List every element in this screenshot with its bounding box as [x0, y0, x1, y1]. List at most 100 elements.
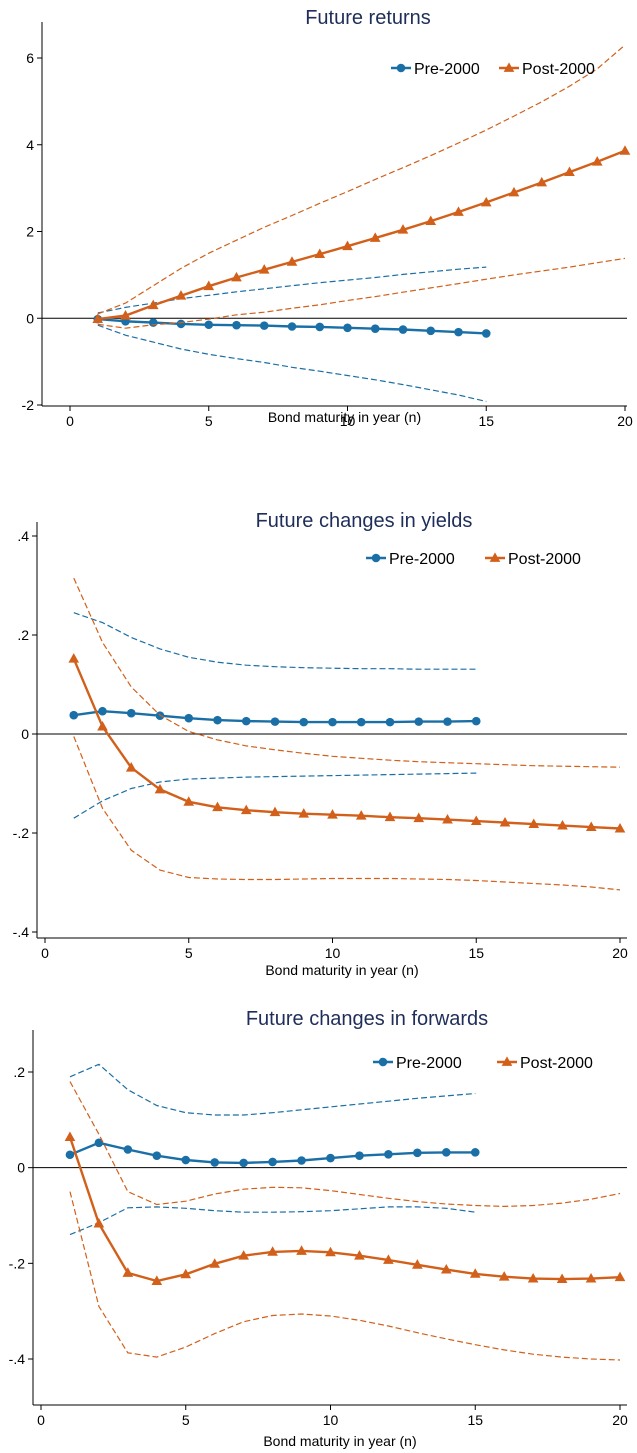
x-axis-label: Bond maturity in year (n) [265, 962, 418, 978]
post-point [557, 819, 568, 830]
post-point [440, 1263, 452, 1274]
pre-point [241, 716, 251, 726]
pre-point [343, 323, 352, 333]
x-tick-label: 20 [612, 1412, 628, 1428]
pre-point [454, 327, 463, 337]
chart-future-returns: Future returns -2 0 2 4 6 0 5 10 15 20 Bond maturit… [22, 7, 633, 429]
pre-point [210, 1158, 219, 1167]
pre-point [328, 717, 337, 727]
post-point [209, 1258, 221, 1268]
chart-future-changes-in-yields: Future changes in yields -.4 -.2 0 .2 .4 0 5 10 1… [13, 510, 628, 978]
y-tick-label: 4 [26, 137, 34, 153]
pre-point [259, 321, 269, 330]
post-point [97, 720, 108, 731]
y-tick-label: 0 [26, 310, 34, 326]
y-tick-label: -.2 [9, 1255, 26, 1271]
post-ci-upper-line [73, 577, 621, 768]
x-axis-label: Bond maturity in year (n) [268, 409, 421, 425]
y-tick-label: -.2 [13, 825, 30, 841]
chart-title: Future returns [305, 7, 431, 29]
legend-pre-label: Pre-2000 [389, 551, 455, 568]
x-tick-label: 10 [325, 945, 341, 961]
pre-point [414, 717, 424, 726]
post-ci-upper-line [97, 44, 626, 315]
post-point [298, 808, 310, 818]
pre-point [69, 710, 79, 720]
pre-point [326, 1153, 335, 1163]
post-point [183, 796, 195, 806]
post-ci-upper-line [69, 1081, 621, 1208]
post-point [508, 186, 520, 197]
pre-point [287, 322, 297, 331]
post-point [536, 176, 548, 187]
legend-pre-label: Pre-2000 [414, 61, 480, 78]
post-point [383, 1254, 394, 1264]
post-point [64, 1131, 76, 1141]
post-point [614, 822, 626, 833]
legend-post-label: Post-2000 [508, 551, 581, 568]
post-point [528, 818, 540, 829]
post-point [122, 1267, 134, 1277]
post-point [125, 762, 137, 772]
post-point [527, 1273, 539, 1283]
post-point [480, 196, 492, 207]
post-point [369, 232, 381, 242]
pre-point [152, 1151, 162, 1161]
legend-post-marker [489, 552, 501, 562]
pre-point [315, 322, 325, 332]
x-tick-label: 20 [612, 945, 628, 961]
x-tick-label: 0 [41, 945, 49, 961]
x-tick-label: 0 [37, 1412, 45, 1428]
pre-point [385, 717, 395, 727]
chart-title: Future changes in forwards [246, 1008, 488, 1030]
legend-pre-label: Pre-2000 [396, 1055, 462, 1072]
x-tick-label: 15 [468, 945, 484, 961]
pre-point [176, 319, 186, 329]
post-point [585, 821, 597, 831]
pre-ci-lower-line [97, 324, 487, 403]
post-point [453, 206, 464, 216]
post-point [203, 280, 215, 291]
pre-ci-lower-line [69, 1206, 476, 1236]
post-series-line [68, 1136, 621, 1283]
post-series-line [97, 149, 626, 321]
x-tick-label: 15 [467, 1412, 483, 1428]
y-tick-label: -2 [22, 397, 35, 413]
post-point [619, 145, 631, 155]
pre-point [470, 1148, 480, 1157]
post-point [342, 240, 353, 251]
x-tick-label: 5 [185, 945, 193, 961]
pre-point [239, 1158, 248, 1168]
post-point [556, 1273, 568, 1284]
post-ci-lower-line [73, 736, 621, 891]
x-tick-label: 5 [205, 413, 213, 429]
post-point [412, 1259, 423, 1269]
pre-point [481, 329, 491, 338]
post-point [564, 166, 575, 176]
x-tick-label: 20 [617, 413, 633, 429]
pre-point [204, 320, 214, 330]
pre-point [384, 1149, 393, 1159]
x-tick-label: 10 [323, 1412, 339, 1428]
x-tick-label: 10 [340, 413, 356, 429]
post-point [314, 248, 326, 258]
post-point [286, 256, 298, 266]
post-point [397, 224, 409, 234]
post-point [212, 801, 223, 812]
pre-point [94, 1138, 104, 1148]
legend-pre-marker [396, 63, 406, 73]
post-point [384, 811, 396, 822]
post-point [442, 814, 453, 824]
post-point [614, 1271, 626, 1282]
legend-post-label: Post-2000 [522, 61, 595, 78]
post-ci-lower-line [97, 257, 626, 329]
post-point [325, 1246, 336, 1257]
y-tick-label: 6 [26, 50, 34, 66]
post-point [499, 817, 511, 827]
post-point [591, 156, 603, 166]
post-point [120, 310, 131, 320]
post-point [585, 1273, 597, 1283]
post-point [258, 264, 270, 274]
pre-point [148, 318, 158, 327]
